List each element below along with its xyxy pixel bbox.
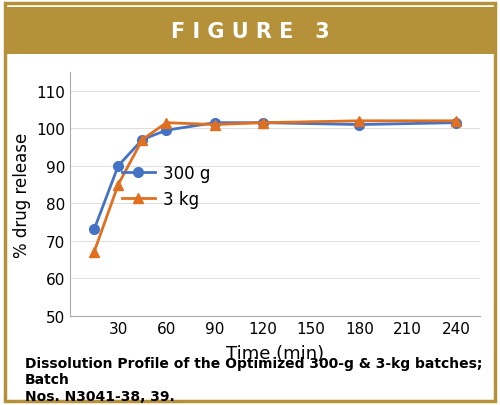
Line: 300 g: 300 g	[90, 119, 460, 235]
3 kg	[164, 121, 170, 126]
300 g	[91, 228, 97, 232]
3 kg	[115, 183, 121, 188]
3 kg	[356, 119, 362, 124]
Text: Dissolution Profile of the Optimized 300-g & 3-kg batches; Batch
Nos. N3041-38, : Dissolution Profile of the Optimized 300…	[25, 356, 482, 403]
300 g	[164, 128, 170, 133]
300 g	[115, 164, 121, 169]
300 g	[212, 121, 218, 126]
300 g	[140, 138, 145, 143]
3 kg	[140, 138, 145, 143]
3 kg	[212, 123, 218, 128]
3 kg	[453, 119, 459, 124]
Legend: 300 g, 3 kg: 300 g, 3 kg	[115, 158, 218, 215]
300 g	[356, 123, 362, 128]
300 g	[260, 121, 266, 126]
Y-axis label: % drug release: % drug release	[12, 132, 30, 257]
3 kg	[260, 121, 266, 126]
300 g	[453, 121, 459, 126]
FancyBboxPatch shape	[5, 8, 495, 55]
3 kg	[91, 250, 97, 255]
X-axis label: Time (min): Time (min)	[226, 344, 324, 362]
Line: 3 kg: 3 kg	[90, 117, 460, 257]
Text: F I G U R E   3: F I G U R E 3	[170, 21, 330, 42]
